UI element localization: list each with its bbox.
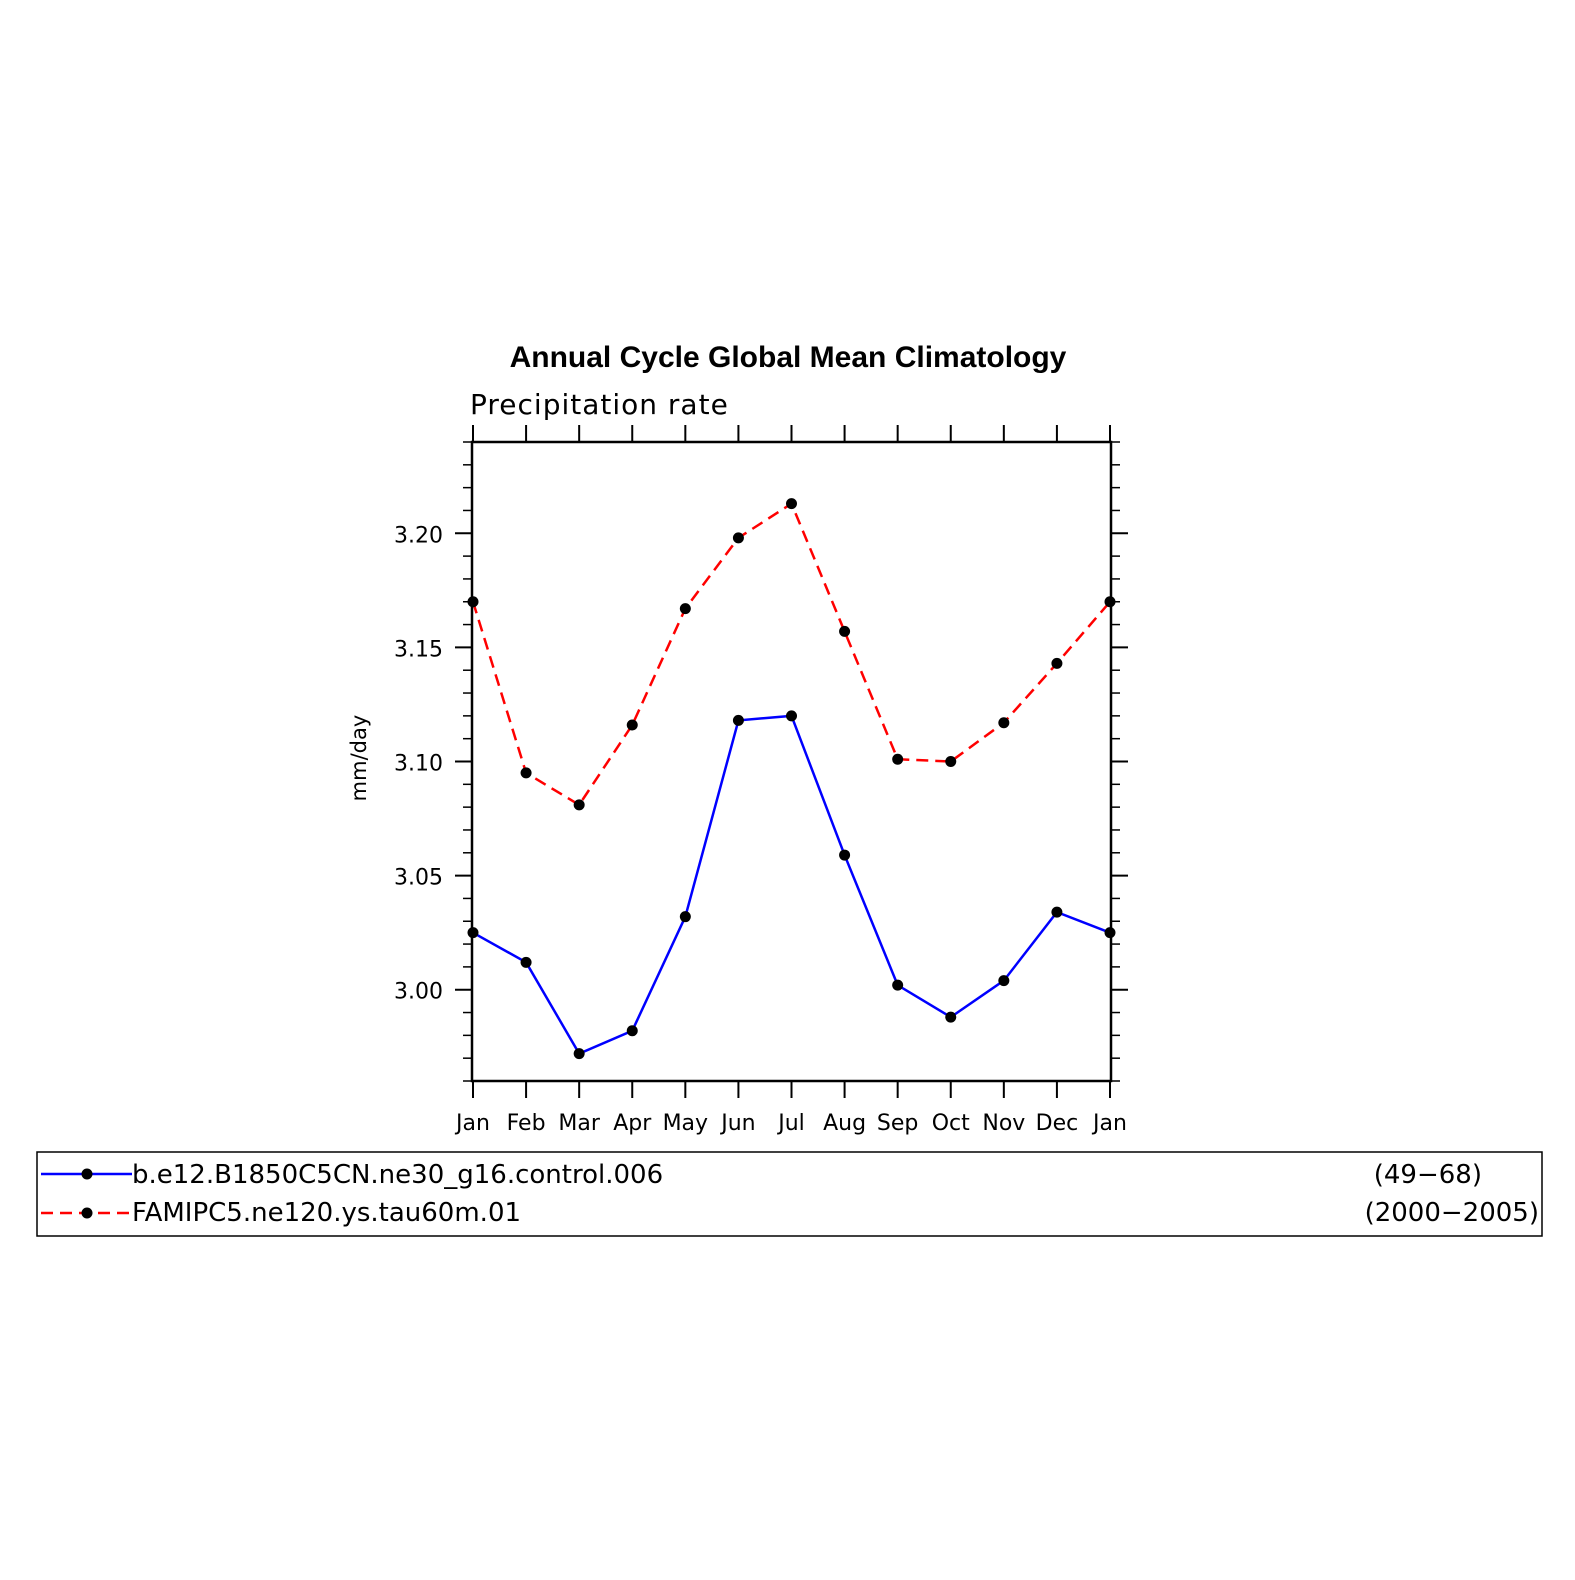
data-point [892,979,904,991]
legend-marker-1 [81,1168,93,1180]
x-tick-label: Aug [823,1111,866,1136]
axes: 3.00 3.05 3.10 3.15 3.20 Jan Feb Mar Apr May Jun Ju… [394,425,1128,1136]
data-point [1051,906,1063,918]
y-tick-label: 3.10 [394,752,443,777]
legend-box [36,1151,1543,1237]
x-tick-label: Oct [932,1111,970,1136]
x-tick-label: Mar [558,1111,600,1136]
data-point [1104,927,1116,939]
data-point [679,911,691,923]
series-line-2 [471,501,1111,807]
data-point [573,1048,585,1060]
data-point [520,956,532,968]
data-point [839,625,851,637]
x-tick-label: Jan [1091,1111,1127,1136]
data-point [573,799,585,811]
x-tick-label: Jul [776,1111,805,1136]
data-point [467,927,479,939]
x-tick-label: Jan [454,1111,490,1136]
x-tick-label: Sep [877,1111,918,1136]
plot-frame [470,440,1113,1083]
data-point [520,767,532,779]
chart-subtitle: Precipitation rate [470,388,729,421]
legend-label-series-1: b.e12.B1850C5CN.ne30_g16.control.006 [132,1160,663,1190]
x-tick-label: Jun [719,1111,755,1136]
legend-label-series-2: FAMIPC5.ne120.ys.tau60m.01 [132,1198,521,1228]
y-tick-label: 3.00 [394,980,443,1005]
data-point [945,1011,957,1023]
data-point [679,603,691,615]
x-tick-label: Apr [613,1111,652,1136]
data-point [732,532,744,544]
x-tick-label: May [663,1111,708,1136]
y-axis-label: mm/day [347,715,371,802]
y-tick-label: 3.15 [394,637,443,662]
data-point [786,498,797,510]
legend-marker-2 [81,1207,93,1219]
y-tick-label: 3.20 [394,523,443,548]
legend: b.e12.B1850C5CN.ne30_g16.control.006 (49… [36,1151,1543,1237]
data-point [945,756,957,767]
x-tick-label: Feb [507,1111,546,1136]
data-point [998,717,1010,729]
legend-years-series-1: (49−68) [1374,1160,1482,1190]
data-point [467,596,479,608]
data-point [732,714,744,726]
data-point [892,753,904,765]
data-point [839,849,851,861]
x-tick-label: Nov [982,1111,1025,1136]
chart-title: Annual Cycle Global Mean Climatology [510,341,1067,374]
data-point [1051,657,1063,669]
data-point [626,719,638,731]
legend-years-series-2: (2000−2005) [1365,1198,1539,1228]
y-tick-label: 3.05 [394,866,443,891]
data-point [626,1025,638,1037]
series-layer [467,498,1116,1060]
series-line-1 [472,714,1111,1056]
x-tick-label: Dec [1036,1111,1079,1136]
data-point [1104,596,1116,608]
data-point [998,975,1010,987]
data-point [786,710,797,722]
